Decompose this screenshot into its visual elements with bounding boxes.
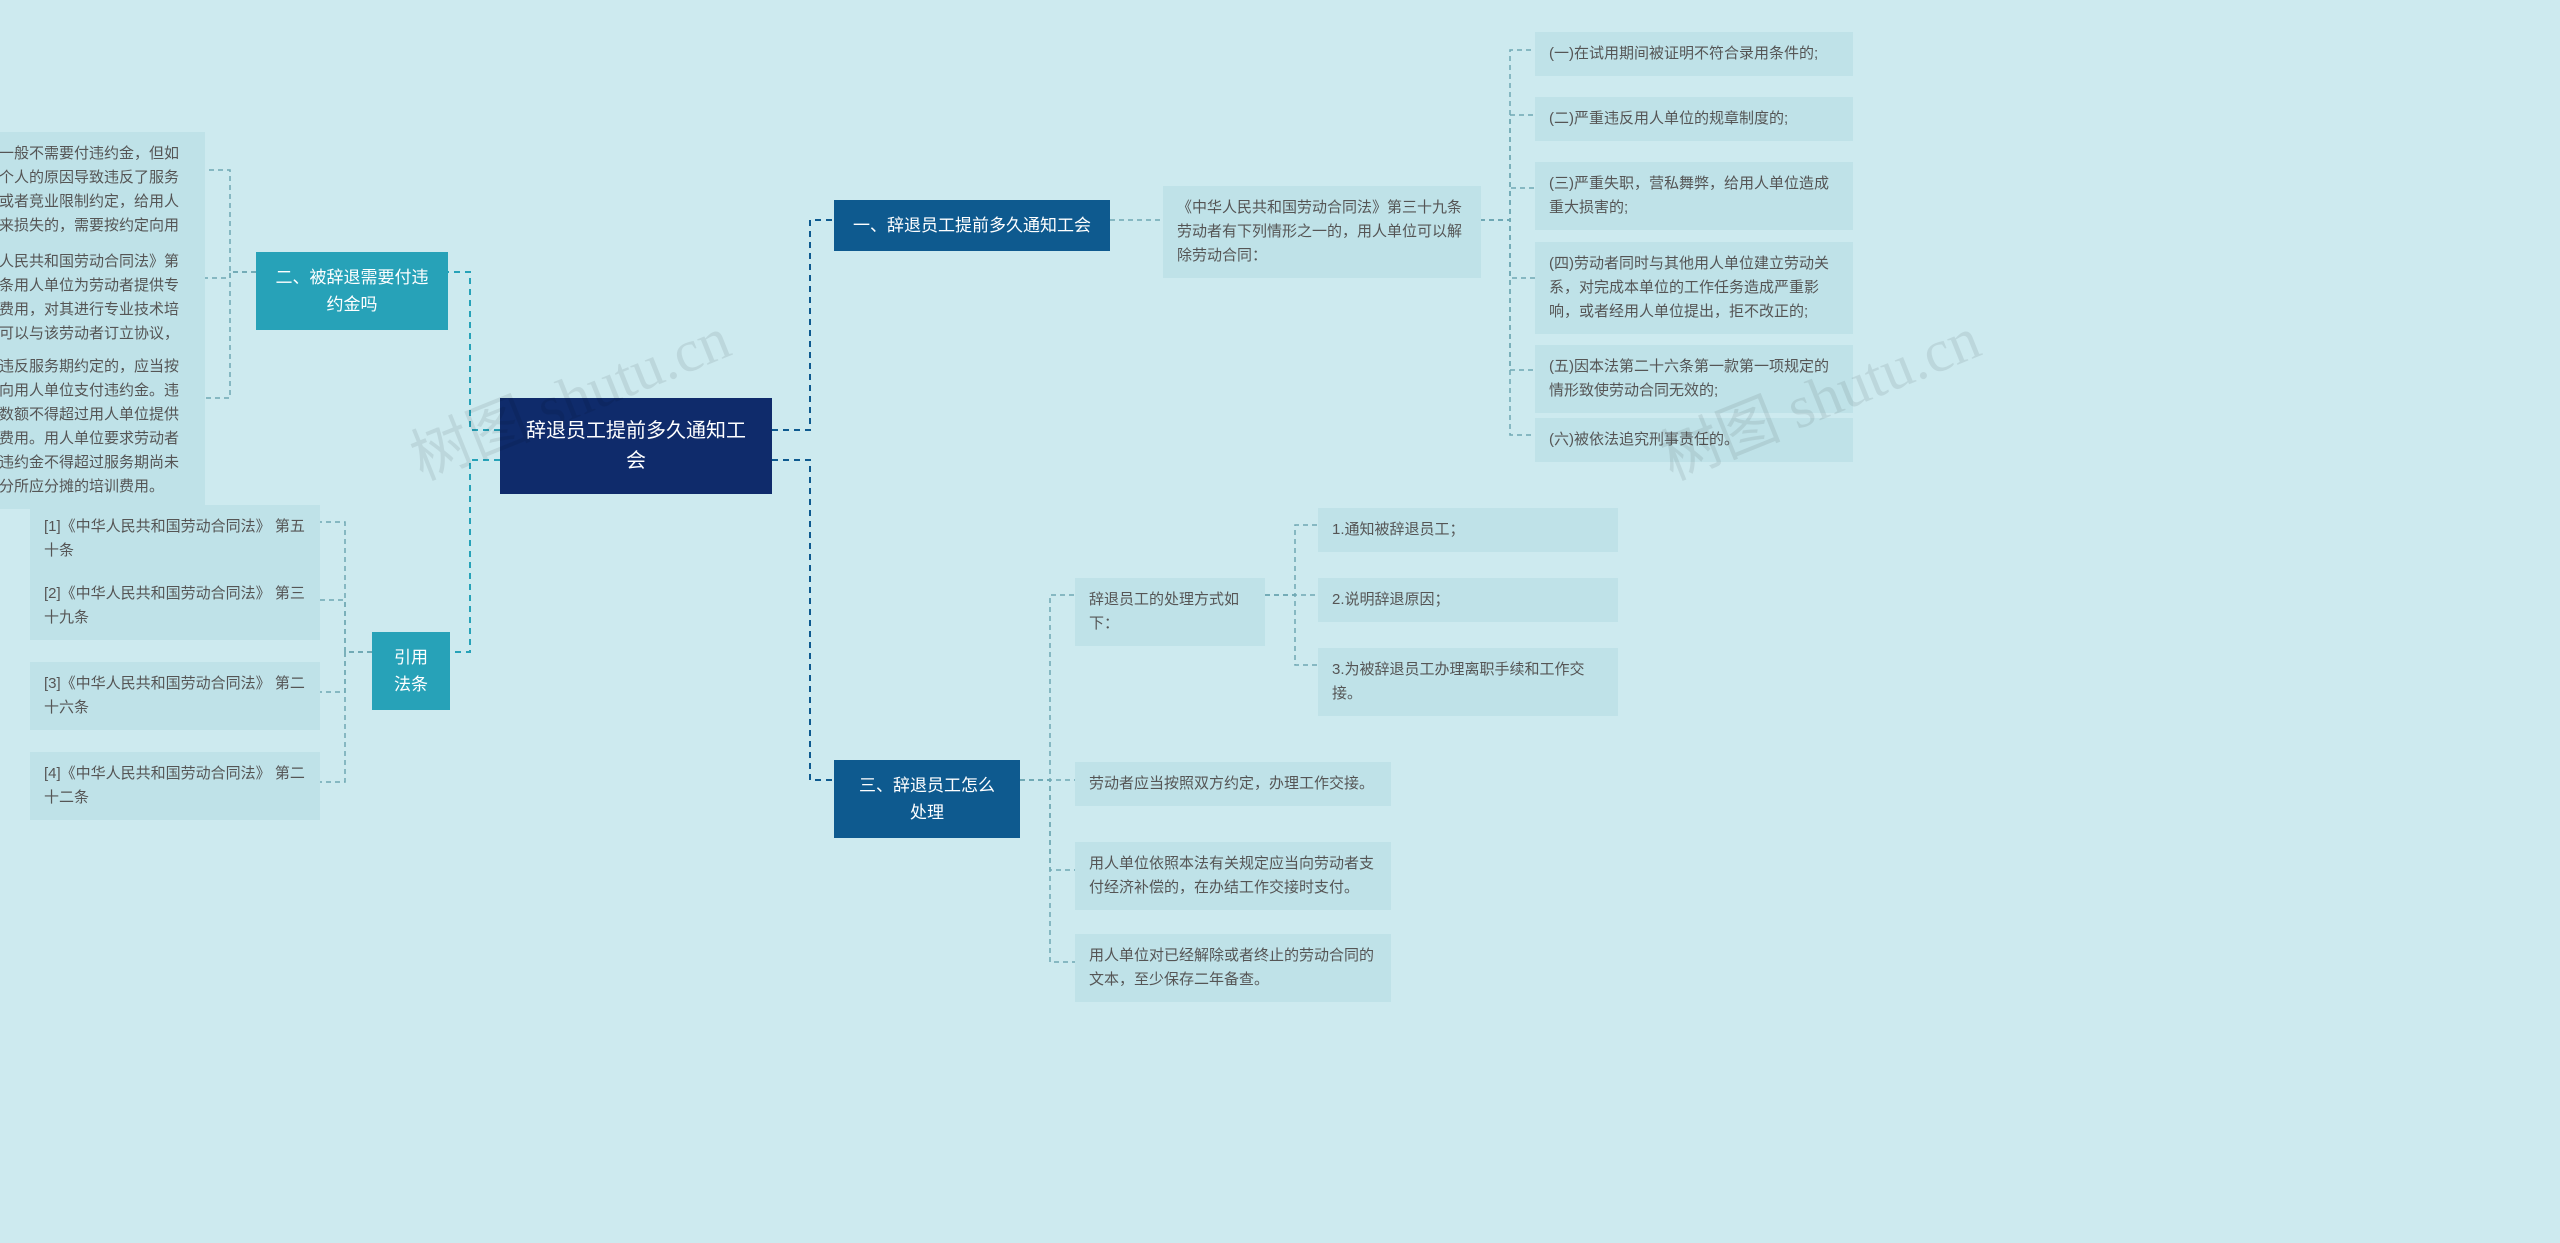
- branch-4: 引用法条: [372, 632, 450, 710]
- branch-3-leaf-1: 用人单位依照本法有关规定应当向劳动者支付经济补偿的，在办结工作交接时支付。: [1075, 842, 1391, 910]
- branch-1-leaf-1: (二)严重违反用人单位的规章制度的;: [1535, 97, 1853, 141]
- branch-3: 三、辞退员工怎么处理: [834, 760, 1020, 838]
- branch-1-leaf-0: (一)在试用期间被证明不符合录用条件的;: [1535, 32, 1853, 76]
- branch-1-mid: 《中华人民共和国劳动合同法》第三十九条劳动者有下列情形之一的，用人单位可以解除劳…: [1163, 186, 1481, 278]
- branch-4-leaf-0: [1]《中华人民共和国劳动合同法》 第五十条: [30, 505, 320, 573]
- branch-1-leaf-5: (六)被依法追究刑事责任的。: [1535, 418, 1853, 462]
- branch-4-leaf-3: [4]《中华人民共和国劳动合同法》 第二十二条: [30, 752, 320, 820]
- branch-3-leaf-2: 用人单位对已经解除或者终止的劳动合同的文本，至少保存二年备查。: [1075, 934, 1391, 1002]
- branch-2: 二、被辞退需要付违约金吗: [256, 252, 448, 330]
- branch-1-leaf-4: (五)因本法第二十六条第一款第一项规定的情形致使劳动合同无效的;: [1535, 345, 1853, 413]
- branch-3-title: 三、辞退员工怎么处理: [859, 776, 995, 822]
- branch-3-leaf-0: 劳动者应当按照双方约定，办理工作交接。: [1075, 762, 1391, 806]
- branch-1: 一、辞退员工提前多久通知工会: [834, 200, 1110, 251]
- branch-4-title: 引用法条: [394, 648, 428, 694]
- branch-2-title: 二、被辞退需要付违约金吗: [276, 268, 429, 314]
- branch-2-leaf-2: 劳动者违反服务期约定的，应当按照约定向用人单位支付违约金。违约金的数额不得超过用…: [0, 345, 205, 509]
- branch-4-leaf-1: [2]《中华人民共和国劳动合同法》 第三十九条: [30, 572, 320, 640]
- branch-4-leaf-2: [3]《中华人民共和国劳动合同法》 第二十六条: [30, 662, 320, 730]
- root-node: 辞退员工提前多久通知工会: [500, 398, 772, 494]
- branch-1-leaf-2: (三)严重失职，营私舞弊，给用人单位造成重大损害的;: [1535, 162, 1853, 230]
- branch-1-leaf-3: (四)劳动者同时与其他用人单位建立劳动关系，对完成本单位的工作任务造成严重影响，…: [1535, 242, 1853, 334]
- branch-3-sub-1: 2.说明辞退原因；: [1318, 578, 1618, 622]
- branch-3-sub-2: 3.为被辞退员工办理离职手续和工作交接。: [1318, 648, 1618, 716]
- branch-3-sub-0: 1.通知被辞退员工；: [1318, 508, 1618, 552]
- branch-3-mid: 辞退员工的处理方式如下：: [1075, 578, 1265, 646]
- branch-1-title: 一、辞退员工提前多久通知工会: [853, 216, 1091, 235]
- root-title: 辞退员工提前多久通知工会: [526, 420, 746, 472]
